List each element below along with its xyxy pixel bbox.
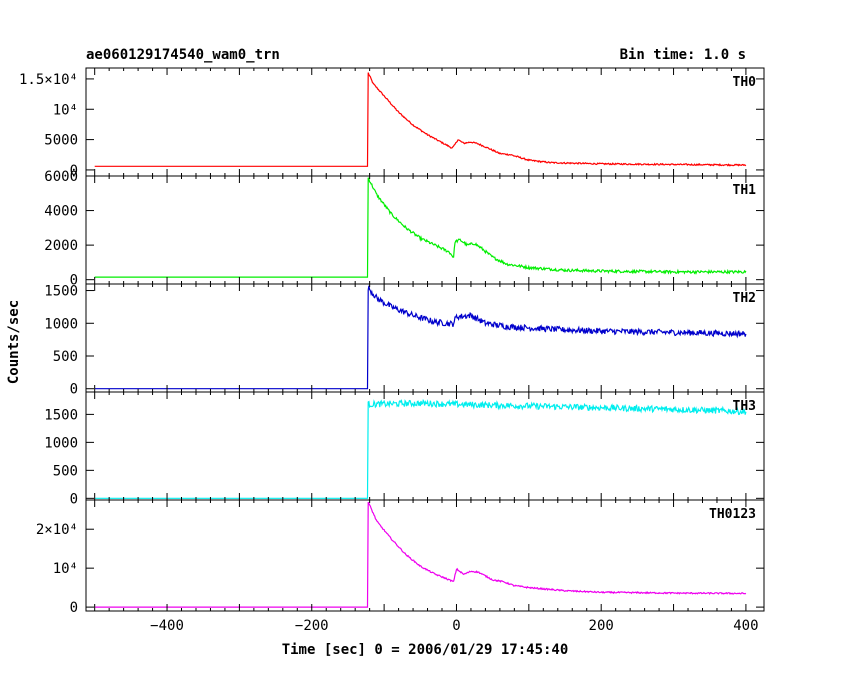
- th0-series-line: [94, 72, 747, 167]
- x-tick-label: −400: [150, 618, 184, 634]
- th3-panel-label: TH3: [733, 399, 756, 414]
- th1-y-tick-label: 4000: [44, 204, 78, 220]
- th3-y-tick-label: 1000: [44, 435, 78, 451]
- th0123-series-line: [94, 501, 747, 608]
- th3-y-tick-label: 500: [53, 463, 78, 479]
- th2-y-tick-label: 0: [70, 382, 78, 398]
- th2-y-tick-label: 1000: [44, 316, 78, 332]
- x-tick-label: −200: [295, 618, 329, 634]
- th1-y-tick-label: 6000: [44, 169, 78, 185]
- th2-y-tick-label: 500: [53, 349, 78, 365]
- th1-y-tick-label: 0: [70, 273, 78, 289]
- th0-y-tick-label: 0: [70, 163, 78, 179]
- chart-title: ae060129174540_wam0_trn: [86, 47, 280, 63]
- th0-panel-frame: [85, 67, 765, 177]
- th1-panel-frame: [85, 175, 765, 285]
- th0123-y-tick-label: 0: [70, 600, 78, 616]
- x-tick-label: 0: [452, 618, 460, 634]
- th2-panel-label: TH2: [733, 291, 756, 306]
- th0123-panel-label: TH0123: [709, 507, 756, 522]
- th0-panel-label: TH0: [733, 75, 757, 90]
- th0-y-tick-label: 5000: [44, 133, 78, 149]
- th2-series-line: [94, 285, 747, 390]
- y-axis-label: Counts/sec: [6, 300, 22, 384]
- th0123-y-tick-label: 2×10⁴: [36, 522, 78, 538]
- th1-y-tick-label: 2000: [44, 238, 78, 254]
- x-tick-label: 400: [733, 618, 758, 634]
- th3-series-line: [94, 398, 747, 499]
- th0123-y-tick-label: 10⁴: [53, 561, 78, 577]
- th2-panel-frame: [85, 283, 765, 393]
- bin-time-label: Bin time: 1.0 s: [620, 47, 746, 63]
- x-tick-label: 200: [589, 618, 614, 634]
- th3-y-tick-label: 1500: [44, 407, 78, 423]
- th2-y-tick-label: 1500: [44, 284, 78, 300]
- th1-panel-label: TH1: [733, 183, 757, 198]
- th1-series-line: [94, 177, 747, 278]
- th3-y-tick-label: 0: [70, 491, 78, 507]
- x-axis-label: Time [sec] 0 = 2006/01/29 17:45:40: [282, 642, 569, 658]
- th0-y-tick-label: 1.5×10⁴: [19, 72, 78, 88]
- th0123-panel-frame: [85, 499, 765, 612]
- th0-y-tick-label: 10⁴: [53, 102, 78, 118]
